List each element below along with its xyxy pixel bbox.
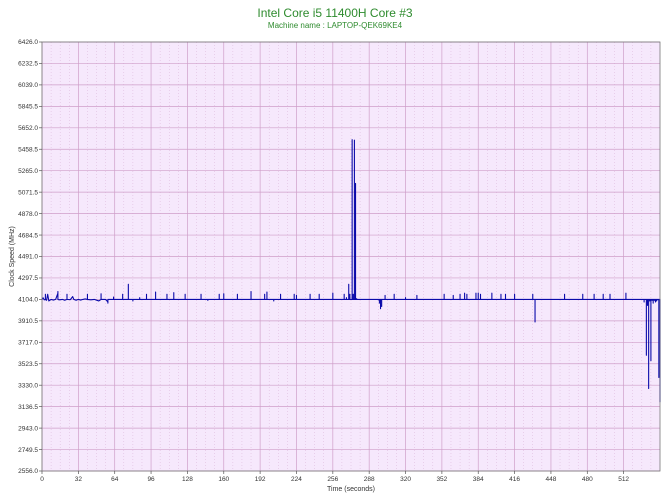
y-tick-label: 2943.0: [18, 425, 38, 432]
y-tick-label: 2556.0: [18, 468, 38, 475]
y-tick-label: 5265.0: [18, 168, 38, 175]
grid: [41, 41, 660, 472]
y-tick-label: 3717.0: [18, 340, 38, 347]
y-tick-label: 5071.5: [18, 189, 38, 196]
y-tick-label: 3523.5: [18, 361, 38, 368]
x-tick-label: 160: [218, 476, 229, 483]
x-tick-label: 96: [147, 476, 155, 483]
x-tick-label: 320: [400, 476, 411, 483]
x-tick-label: 352: [436, 476, 447, 483]
y-tick-label: 3136.5: [18, 404, 38, 411]
y-axis-label: Clock Speed (MHz): [9, 226, 16, 287]
y-tick-label: 2749.5: [18, 447, 38, 454]
x-tick-label: 480: [582, 476, 593, 483]
y-tick-label: 4878.0: [18, 211, 38, 218]
chart-title: Intel Core i5 11400H Core #3: [257, 6, 413, 20]
y-tick-label: 3330.0: [18, 382, 38, 389]
y-tick-label: 4684.5: [18, 232, 38, 239]
x-tick-label: 416: [509, 476, 520, 483]
y-tick-label: 6039.0: [18, 82, 38, 89]
y-tick-label: 3910.5: [18, 318, 38, 325]
x-tick-label: 224: [291, 476, 302, 483]
y-tick-label: 4104.0: [18, 297, 38, 304]
x-axis-ticks: 0 32 64 96 128 160 192 224 256 288 320 352 384 416 448…: [40, 471, 629, 483]
x-tick-label: 0: [40, 476, 44, 483]
x-tick-label: 384: [473, 476, 484, 483]
y-tick-label: 4297.5: [18, 275, 38, 282]
clock-speed-series-line: [41, 139, 661, 403]
y-tick-label: 6426.0: [18, 39, 38, 46]
x-tick-label: 512: [618, 476, 629, 483]
chart-subtitle: Machine name : LAPTOP-QEK69KE4: [267, 21, 403, 30]
x-tick-label: 288: [364, 476, 375, 483]
x-tick-label: 192: [255, 476, 266, 483]
x-tick-label: 32: [75, 476, 83, 483]
x-axis-label: Time (seconds): [327, 486, 375, 493]
y-tick-label: 4491.0: [18, 254, 38, 261]
y-tick-label: 5652.0: [18, 125, 38, 132]
y-tick-label: 5458.5: [18, 146, 38, 153]
x-tick-label: 448: [546, 476, 557, 483]
y-tick-label: 6232.5: [18, 61, 38, 68]
x-tick-label: 128: [182, 476, 193, 483]
y-tick-label: 5845.5: [18, 104, 38, 111]
x-tick-label: 256: [327, 476, 338, 483]
x-tick-label: 64: [111, 476, 119, 483]
y-axis-ticks: 6426.0 6232.5 6039.0 5845.5 5652.0 5458.5 5265…: [18, 39, 42, 475]
